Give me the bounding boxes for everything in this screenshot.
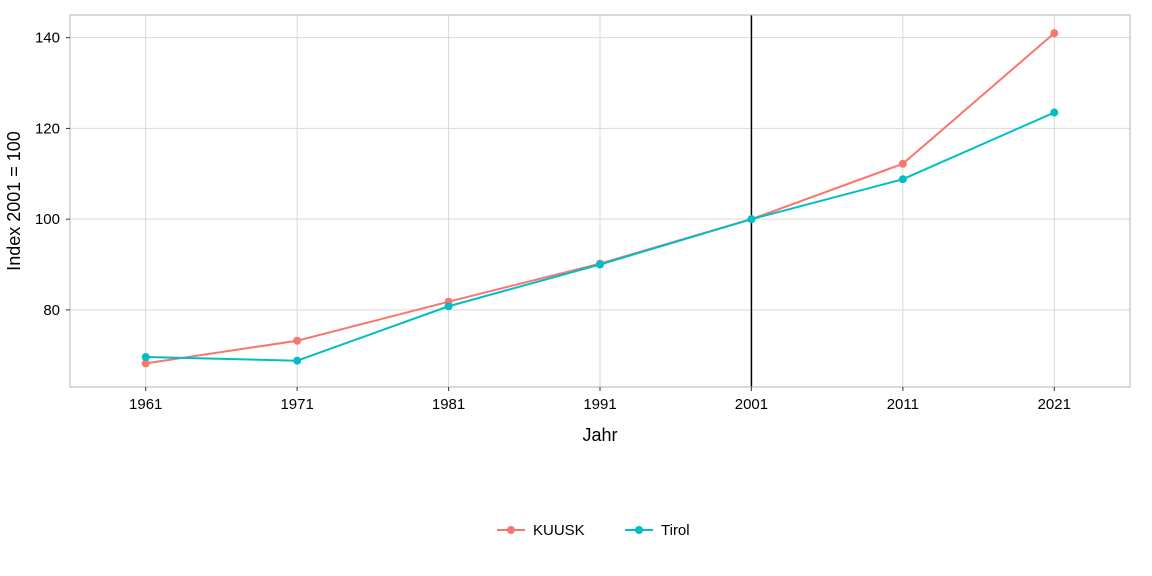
legend-label: Tirol: [661, 522, 690, 539]
series-point-kuusk: [899, 160, 907, 168]
series-point-tirol: [1050, 109, 1058, 117]
series-point-tirol: [142, 353, 150, 361]
series-point-tirol: [899, 175, 907, 183]
x-tick-label: 1961: [129, 396, 162, 413]
series-point-tirol: [596, 261, 604, 269]
legend-label: KUUSK: [533, 522, 585, 539]
y-tick-label: 140: [35, 30, 60, 47]
x-tick-label: 1991: [583, 396, 616, 413]
series-point-kuusk: [1050, 29, 1058, 37]
legend-item-kuusk: KUUSK: [497, 522, 585, 539]
x-axis-title: Jahr: [582, 425, 617, 445]
y-axis-title: Index 2001 = 100: [4, 131, 24, 271]
y-tick-label: 120: [35, 120, 60, 137]
legend-item-tirol: Tirol: [625, 522, 690, 539]
x-tick-label: 1971: [280, 396, 313, 413]
series-point-tirol: [445, 302, 453, 310]
line-chart: 1961 1971 1981 1991 2001 2011 2021 80 100 120 140 J…: [0, 0, 1152, 576]
series-point-kuusk: [293, 337, 301, 345]
series-point-tirol: [747, 215, 755, 223]
y-tick-label: 80: [43, 302, 60, 319]
y-tick-label: 100: [35, 211, 60, 228]
x-tick-label: 2011: [887, 396, 919, 413]
chart-container: 1961 1971 1981 1991 2001 2011 2021 80 100 120 140 J…: [0, 0, 1152, 576]
x-tick-label: 2021: [1038, 396, 1071, 413]
series-point-tirol: [293, 357, 301, 365]
x-tick-label: 1981: [432, 396, 465, 413]
x-tick-label: 2001: [735, 396, 768, 413]
